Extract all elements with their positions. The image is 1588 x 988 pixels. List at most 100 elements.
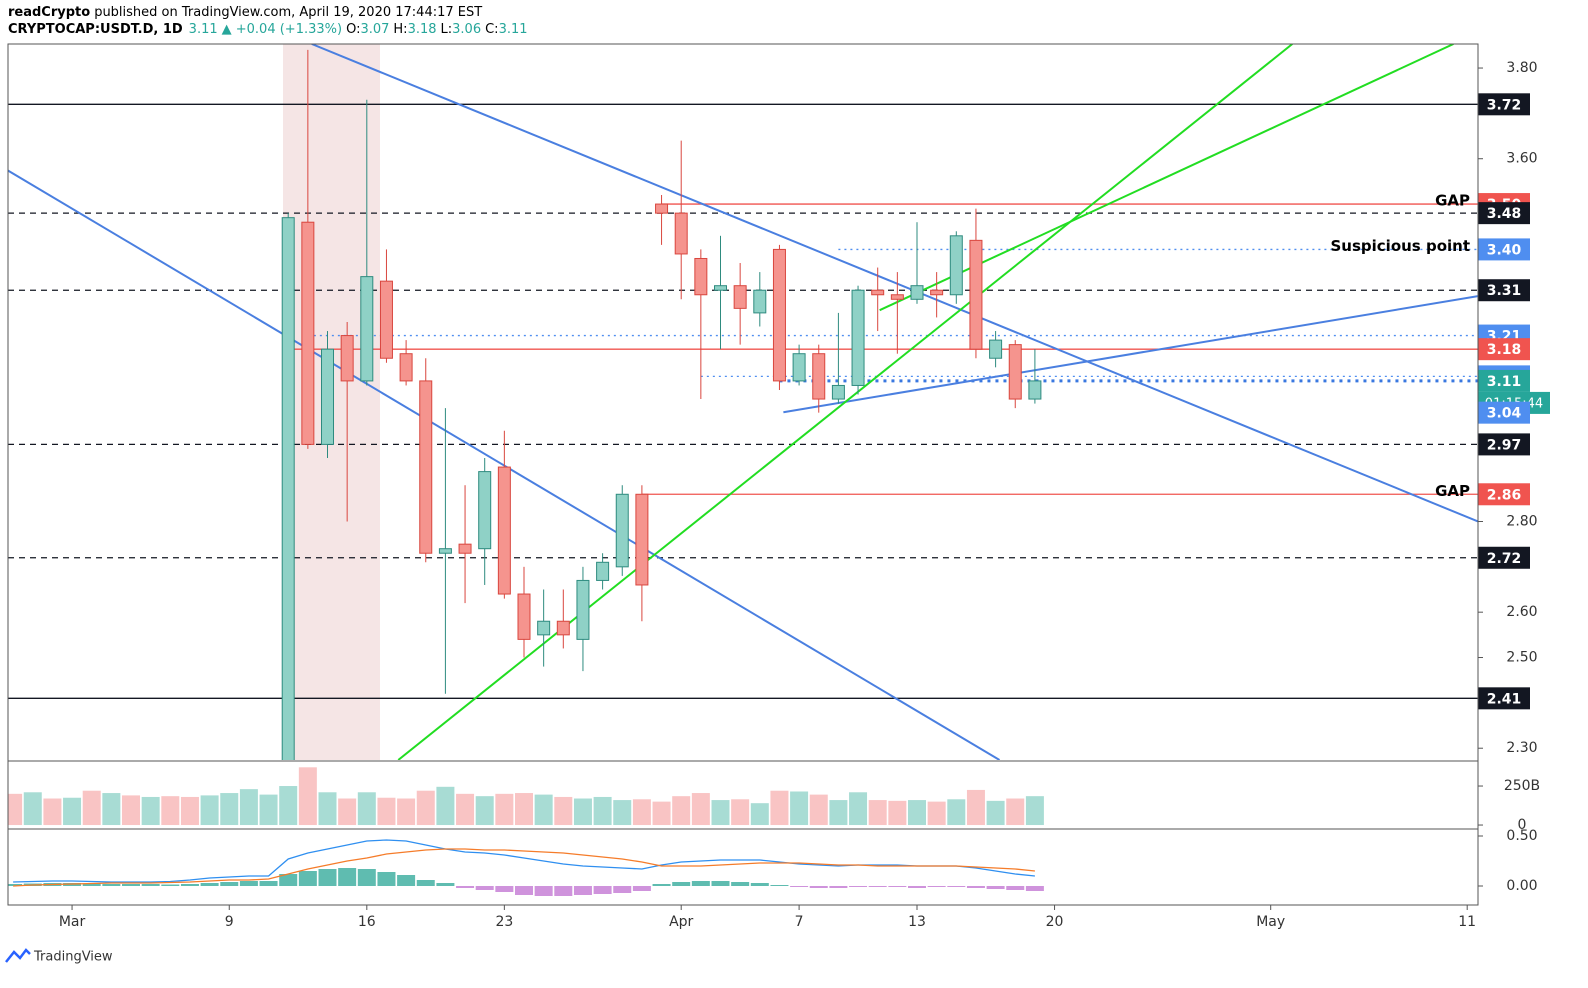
candle-body	[792, 353, 806, 382]
macd-histogram	[770, 885, 789, 886]
x-tick-label: Mar	[59, 914, 86, 930]
volume-bar	[82, 790, 101, 826]
volume-bar	[573, 798, 592, 826]
macd-histogram	[632, 886, 651, 891]
macd-histogram	[515, 886, 534, 895]
annotation: GAP	[1435, 482, 1470, 500]
volume-bar	[613, 800, 632, 826]
volume-bar	[966, 789, 985, 826]
published: published on TradingView.com, April 19, …	[94, 5, 482, 20]
pane-border	[7, 43, 1479, 906]
x-tick-label: 16	[358, 914, 376, 930]
volume-bar	[318, 792, 337, 826]
candle-body	[772, 248, 786, 382]
candle-body	[556, 620, 570, 636]
volume-bar	[377, 797, 396, 826]
volume-bar	[63, 797, 82, 826]
macd-line	[13, 848, 1035, 887]
x-tick-label: 13	[908, 914, 926, 930]
volume-pane	[8, 767, 1044, 826]
candle-body	[340, 335, 354, 382]
macd-histogram	[947, 886, 966, 887]
volume-bar	[200, 795, 219, 826]
price-badge	[1478, 483, 1530, 506]
macd-histogram	[180, 884, 199, 886]
macd-histogram	[298, 871, 317, 886]
volume-bar	[475, 796, 494, 826]
symbol-line: CRYPTOCAP:USDT.D, 1D 3.11 ▲ +0.04 (+1.33%)…	[8, 22, 528, 37]
ohlc-value: 3.07	[360, 22, 389, 37]
macd-histogram	[279, 874, 298, 886]
candle-body	[438, 548, 452, 554]
macd-histogram	[652, 884, 671, 886]
volume-bar	[259, 794, 278, 826]
price-badge	[1478, 401, 1530, 424]
volume-bar	[141, 796, 160, 826]
volume-bar	[691, 793, 710, 826]
price-badge	[1478, 93, 1530, 116]
macd-histogram	[82, 883, 101, 886]
price-badge	[1478, 238, 1530, 261]
candle-body	[949, 235, 963, 296]
ohlc-label: C:	[485, 22, 498, 37]
candle-body	[399, 353, 413, 382]
macd-histogram	[672, 882, 691, 886]
y-tick-label: 0	[1518, 817, 1527, 833]
x-tick-label: 11	[1458, 914, 1476, 930]
candle-body	[537, 620, 551, 636]
candle-body	[910, 285, 924, 300]
x-tick-label: 20	[1046, 914, 1064, 930]
y-tick-label: 2.80	[1506, 513, 1537, 529]
macd-histogram	[220, 882, 239, 886]
candle-body	[890, 294, 904, 300]
candle-body	[517, 593, 531, 640]
macd-histogram	[377, 872, 396, 886]
macd-histogram	[436, 883, 455, 886]
price-badge	[1478, 687, 1530, 710]
volume-bar	[495, 793, 514, 826]
macd-histogram	[849, 886, 868, 887]
candle-body	[812, 353, 826, 400]
volume-bar	[1025, 796, 1044, 826]
price-badge	[1478, 546, 1530, 569]
macd-histogram	[966, 886, 985, 888]
volume-bar	[436, 786, 455, 826]
candle-body	[753, 289, 767, 314]
candle-body	[674, 212, 688, 255]
candle-body	[989, 339, 1003, 359]
candle-body	[281, 217, 295, 760]
volume-bar	[888, 800, 907, 826]
ohlc-value: 3.18	[408, 22, 437, 37]
y-tick-label: 2.50	[1506, 650, 1537, 666]
candle-body	[930, 289, 944, 296]
volume-bar	[632, 799, 651, 826]
ohlc-value: 3.06	[452, 22, 481, 37]
macd-histogram	[102, 884, 121, 886]
candle-body	[733, 285, 747, 309]
volume-bar	[357, 792, 376, 826]
volume-bar	[790, 791, 809, 826]
y-tick-label: 0.50	[1506, 828, 1537, 844]
volume-bar	[672, 796, 691, 826]
macd-histogram	[1006, 886, 1025, 890]
volume-bar	[750, 803, 769, 826]
volume-bar	[102, 793, 121, 826]
macd-histogram	[161, 884, 180, 886]
candle-body	[458, 543, 472, 554]
macd-histogram	[750, 883, 769, 886]
x-tick-label: 7	[795, 914, 804, 930]
macd-histogram	[8, 884, 23, 886]
macd-histogram	[122, 884, 141, 886]
price-badge-label: 3.48	[1487, 206, 1522, 222]
volume-bar	[947, 799, 966, 826]
volume-bar	[338, 798, 357, 826]
y-tick-label: 2.60	[1506, 604, 1537, 620]
volume-bar	[554, 796, 573, 826]
price-badge-label: 3.04	[1487, 406, 1522, 422]
macd-histogram	[200, 883, 219, 886]
header-line: readCrypto published on TradingView.com, …	[8, 5, 482, 20]
macd-histogram	[397, 875, 416, 886]
y-tick-label: 3.60	[1506, 151, 1537, 167]
macd-histogram	[593, 886, 612, 894]
